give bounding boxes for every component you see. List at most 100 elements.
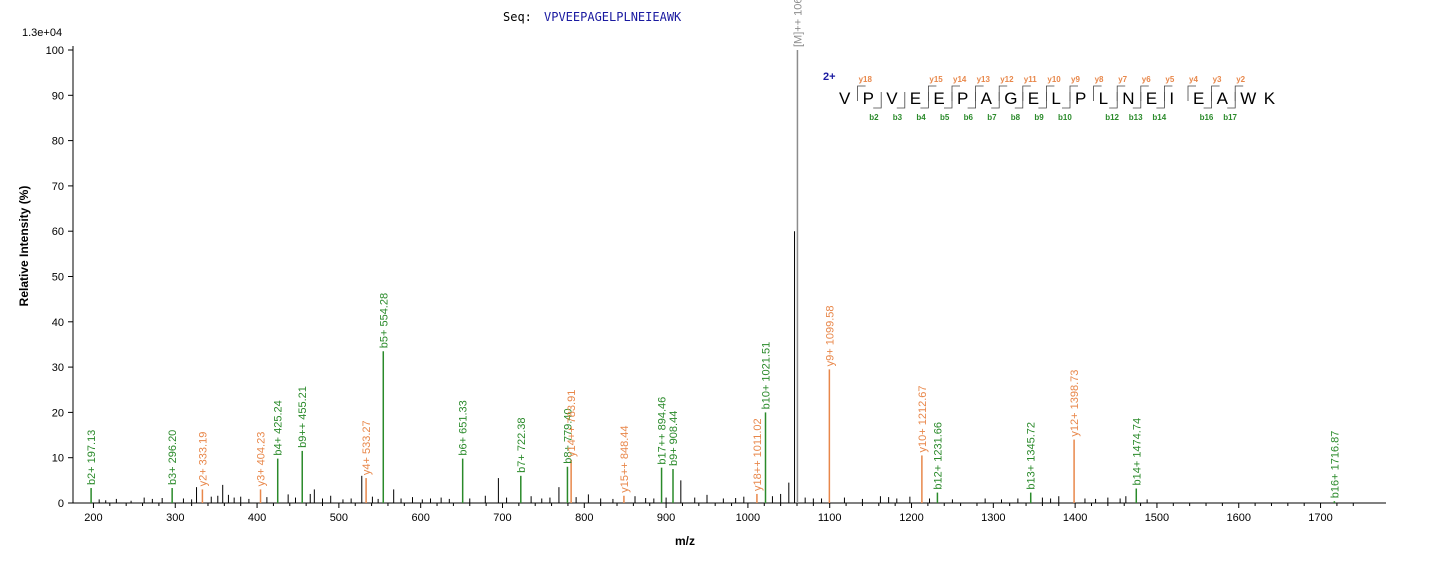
residue-letter: N	[1122, 89, 1134, 108]
b-peak-label: b17++ 894.46	[657, 397, 669, 465]
y-peak-label: y9+ 1099.58	[824, 305, 836, 366]
x-tick-label: 500	[330, 512, 348, 524]
intensity-scale: 1.3e+04	[22, 27, 62, 39]
b-cleavage-mark	[1014, 92, 1024, 109]
y-fragment-label: y10	[1047, 75, 1061, 84]
b-cleavage-mark	[1109, 92, 1118, 109]
b-fragment-label: b4	[916, 113, 926, 122]
b-peak-label: b4+ 425.24	[273, 400, 285, 455]
b-fragment-label: b14	[1152, 113, 1166, 122]
y-fragment-label: y18	[859, 75, 873, 84]
b-peak-label: b9+ 908.44	[668, 411, 680, 466]
y-cleavage-mark	[857, 85, 866, 101]
y-fragment-label: y11	[1024, 75, 1037, 84]
b-fragment-label: b17	[1223, 113, 1237, 122]
y-peak-label: y3+ 404.23	[256, 432, 268, 487]
b-fragment-label: b7	[987, 113, 997, 122]
x-tick-label: 700	[493, 512, 511, 524]
residue-letter: L	[1099, 89, 1108, 108]
y-peak-label: y10+ 1212.67	[917, 385, 929, 452]
y-fragment-label: y13	[977, 75, 991, 84]
b-cleavage-mark	[896, 92, 906, 109]
x-tick-label: 300	[166, 512, 184, 524]
b-fragment-label: b10	[1058, 113, 1072, 122]
y-fragment-label: y7	[1118, 75, 1127, 84]
x-tick-label: 1200	[899, 512, 923, 524]
residue-letter: A	[1217, 89, 1229, 108]
b-peak-label: b9++ 455.21	[297, 386, 309, 448]
b-fragment-label: b12	[1105, 113, 1119, 122]
y-tick-label: 100	[46, 45, 64, 57]
b-peak-label: b14+ 1474.74	[1131, 418, 1143, 486]
x-tick-label: 1500	[1145, 512, 1169, 524]
y-peak-label: y15++ 848.44	[619, 425, 631, 492]
b-cleavage-mark	[920, 92, 929, 109]
residue-letter: P	[1075, 89, 1086, 108]
y-tick-label: 30	[52, 362, 64, 374]
y-tick-label: 40	[52, 317, 64, 329]
y-cleavage-mark	[1093, 85, 1102, 101]
b-cleavage-mark	[991, 92, 1000, 109]
b-peak-label: b2+ 197.13	[86, 430, 98, 485]
b-cleavage-mark	[1132, 92, 1142, 109]
b-peak-label: b5+ 554.28	[378, 293, 390, 348]
b-peak-label: b8+ 779.40	[562, 408, 574, 463]
x-tick-label: 1000	[736, 512, 760, 524]
residue-letter: V	[839, 89, 851, 108]
b-peak-label: b3+ 296.20	[167, 430, 179, 485]
y-fragment-label: y4	[1189, 75, 1198, 84]
y-tick-label: 0	[58, 498, 64, 510]
y-fragment-label: y12	[1000, 75, 1014, 84]
y-peak-label: y2+ 333.19	[197, 432, 209, 487]
b-cleavage-mark	[1038, 92, 1047, 109]
b-peak-label: b6+ 651.33	[458, 400, 470, 455]
peptide-sequence: VPVEEPAGELPLNEIEAWK	[544, 10, 682, 24]
residue-letter: P	[957, 89, 968, 108]
b-cleavage-mark	[873, 92, 882, 109]
residue-letter: L	[1051, 89, 1060, 108]
b-fragment-label: b16	[1200, 113, 1214, 122]
y-fragment-label: y6	[1142, 75, 1151, 84]
y-tick-label: 70	[52, 181, 64, 193]
x-tick-label: 900	[657, 512, 675, 524]
y-fragment-label: y15	[929, 75, 943, 84]
axis-ticks: 0 10 20 30 40 50 60 70 80 90 100 200 300 400 500 600 700…	[46, 45, 1354, 524]
b-fragment-label: b6	[964, 113, 974, 122]
y-tick-label: 60	[52, 226, 64, 238]
b-fragment-label: b5	[940, 113, 950, 122]
y-fragment-label: y9	[1071, 75, 1080, 84]
charge-state: 2+	[823, 71, 836, 83]
residue-letter: P	[863, 89, 874, 108]
y-tick-label: 10	[52, 453, 64, 465]
precursor-peak-label: [M]++ 1060.55	[792, 0, 804, 47]
b-fragment-label: b2	[869, 113, 879, 122]
y-tick-label: 80	[52, 136, 64, 148]
y-cleavage-mark	[1187, 85, 1196, 101]
b-fragment-label: b13	[1129, 113, 1143, 122]
b-cleavage-mark	[967, 92, 976, 109]
x-tick-label: 400	[248, 512, 266, 524]
y-peak-label: y4+ 533.27	[361, 420, 373, 475]
x-tick-label: 1700	[1308, 512, 1332, 524]
x-tick-label: 200	[84, 512, 102, 524]
y-axis-title: Relative Intensity (%)	[17, 186, 31, 307]
b-peak-label: b12+ 1231.66	[932, 422, 944, 490]
b-peak-label: b16+ 1716.87	[1329, 431, 1341, 499]
x-tick-label: 1100	[818, 512, 842, 524]
b-fragment-label: b9	[1034, 113, 1044, 122]
b-cleavage-mark	[1156, 92, 1165, 109]
y-fragment-label: y2	[1236, 75, 1245, 84]
y-fragment-label: y3	[1213, 75, 1222, 84]
y-tick-label: 90	[52, 90, 64, 102]
residue-letter: E	[1193, 89, 1204, 108]
b-fragment-label: b3	[893, 113, 903, 122]
b-cleavage-mark	[1227, 92, 1236, 109]
residue-letter: E	[1028, 89, 1039, 108]
x-tick-label: 1600	[1227, 512, 1251, 524]
residue-letter: A	[981, 89, 993, 108]
b-cleavage-mark	[1203, 92, 1212, 109]
y-peak-label: y18++ 1011.02	[752, 418, 764, 491]
x-axis-title: m/z	[675, 534, 695, 548]
